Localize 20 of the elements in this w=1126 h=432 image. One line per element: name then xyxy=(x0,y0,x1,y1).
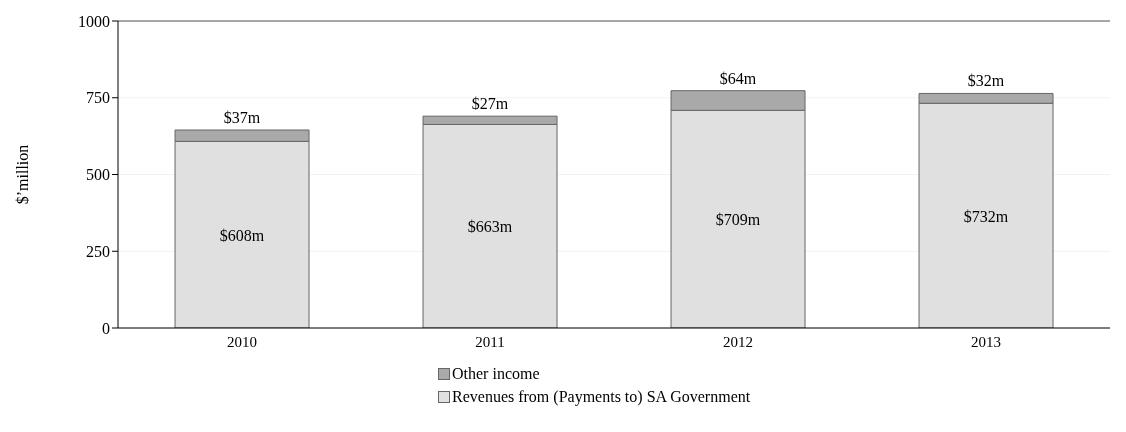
y-tick-label: 500 xyxy=(86,166,110,184)
data-label: $27m xyxy=(471,95,509,113)
x-tick-label: 2012 xyxy=(723,333,753,350)
data-label: $709m xyxy=(715,211,761,229)
y-tick-label: 1000 xyxy=(78,12,110,30)
data-label: $732m xyxy=(963,207,1009,225)
data-label: $663m xyxy=(467,218,513,236)
data-label: $608m xyxy=(219,226,265,244)
x-tick-label: 2010 xyxy=(227,333,257,350)
legend-label: Other income xyxy=(452,364,540,384)
data-label: $37m xyxy=(223,108,261,126)
y-axis-title: $’million xyxy=(13,144,31,205)
x-tick-label: 2011 xyxy=(475,333,505,350)
y-tick-label: 250 xyxy=(86,242,110,260)
y-tick-label: 0 xyxy=(102,319,110,337)
data-label: $32m xyxy=(967,72,1005,90)
legend-label: Revenues from (Payments to) SA Government xyxy=(452,387,751,408)
y-tick-label: 750 xyxy=(86,89,110,107)
data-label: $64m xyxy=(719,69,757,87)
x-tick-label: 2013 xyxy=(971,333,1001,350)
